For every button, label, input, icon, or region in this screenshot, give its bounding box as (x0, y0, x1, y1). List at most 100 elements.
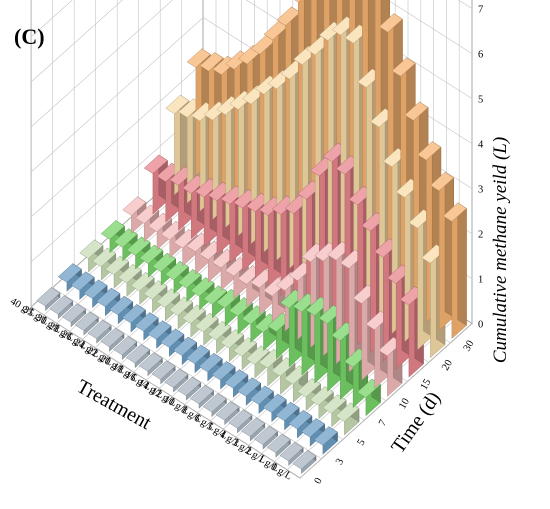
bar-face-top (151, 360, 176, 380)
bar-face-top (100, 220, 125, 240)
yield-tick-label: 4 (478, 140, 484, 151)
bar-face-top (249, 385, 274, 405)
yield-tick-label: 5 (478, 95, 483, 106)
bar-face-top (70, 271, 95, 291)
bar-face-top (74, 311, 99, 331)
bar-face-top (199, 52, 224, 72)
bar (177, 376, 202, 401)
yield-tick-label: 1 (478, 275, 483, 286)
bar-face-top (378, 13, 403, 33)
bar-face-top (215, 401, 240, 421)
bar (125, 344, 150, 369)
bar-face-top (404, 101, 429, 121)
bar (113, 335, 138, 360)
bar-face-top (122, 196, 147, 216)
bar (202, 393, 227, 418)
bar-face-top (164, 368, 189, 388)
bar (164, 368, 189, 393)
bar-face-top (121, 304, 146, 324)
yield-tick-label: 3 (478, 185, 483, 196)
bar-face-top (134, 312, 159, 332)
bar (249, 385, 274, 415)
bar (36, 287, 61, 312)
bar-face-top (288, 410, 313, 430)
yield-tick-label: 7 (478, 5, 483, 16)
bar-face-top (83, 279, 108, 299)
time-tick-label: 3 (334, 457, 346, 467)
y-axis-title: Time (d) (387, 388, 445, 458)
bar-face-top (211, 361, 236, 381)
yield-tick-label: 0 (478, 320, 483, 331)
bar (442, 202, 467, 339)
bar (288, 409, 313, 439)
bar-face-top (109, 295, 134, 316)
bar (109, 295, 134, 325)
bar-face-top (237, 377, 262, 397)
bar (279, 441, 304, 466)
bar (138, 352, 163, 377)
bar (241, 417, 266, 442)
bar (49, 295, 74, 320)
bar-face-top (279, 442, 304, 462)
bar-face-top (266, 433, 291, 454)
bar-face-top (177, 376, 202, 397)
bar-face-top (185, 344, 210, 365)
bar-face-top (241, 417, 266, 437)
time-tick-label: 10 (397, 397, 412, 412)
bar-face-top (262, 393, 287, 413)
bar-face-top (100, 327, 125, 348)
bar (61, 303, 86, 328)
bar (83, 279, 108, 309)
bar-face-top (294, 0, 302, 3)
bar-face-top (253, 425, 278, 445)
bar-face-top (138, 352, 163, 372)
bar (275, 401, 300, 431)
bar-face-top (202, 393, 227, 413)
bar (228, 409, 253, 434)
time-tick-label: 30 (462, 339, 477, 354)
bar (262, 393, 287, 423)
bar (189, 384, 214, 409)
bar (215, 401, 240, 426)
bar (121, 304, 146, 333)
bar (147, 320, 172, 349)
bar-face-top (276, 6, 301, 26)
bar-face-top (125, 344, 150, 364)
panel-label: (C) (14, 24, 45, 49)
bar (301, 418, 326, 447)
bar-face-top (391, 57, 416, 77)
bar (87, 319, 112, 344)
bar-face-top (224, 369, 249, 389)
time-tick-label: 5 (356, 438, 368, 448)
bar (253, 425, 278, 450)
bar-face-top (417, 141, 442, 161)
time-tick-label: 7 (377, 418, 389, 428)
bar (134, 312, 159, 341)
bar (100, 327, 125, 352)
bar-face-top (61, 303, 86, 323)
bar-face-top (57, 263, 82, 283)
time-tick-label: 0 (313, 476, 325, 486)
bar (57, 263, 82, 292)
bar-face-top (79, 239, 104, 259)
bar-face-top (442, 202, 467, 222)
bar-face-top (96, 287, 121, 308)
gridline-treatment (299, 0, 473, 479)
time-tick-label: 20 (440, 358, 455, 373)
bar (266, 433, 291, 458)
bar-face-top (275, 401, 300, 422)
bar-face-top (143, 154, 168, 174)
bar (292, 450, 317, 475)
bar-face-top (189, 384, 214, 405)
bar (313, 426, 338, 455)
bar-face-top (228, 409, 253, 429)
bar (173, 336, 198, 366)
bar-face-top (165, 94, 190, 115)
bar-face-top (198, 353, 223, 373)
bar-face-top (49, 295, 74, 315)
bar-face-top (113, 336, 138, 356)
bar (74, 311, 99, 336)
bar (160, 328, 185, 357)
bar-face-top (36, 287, 61, 307)
